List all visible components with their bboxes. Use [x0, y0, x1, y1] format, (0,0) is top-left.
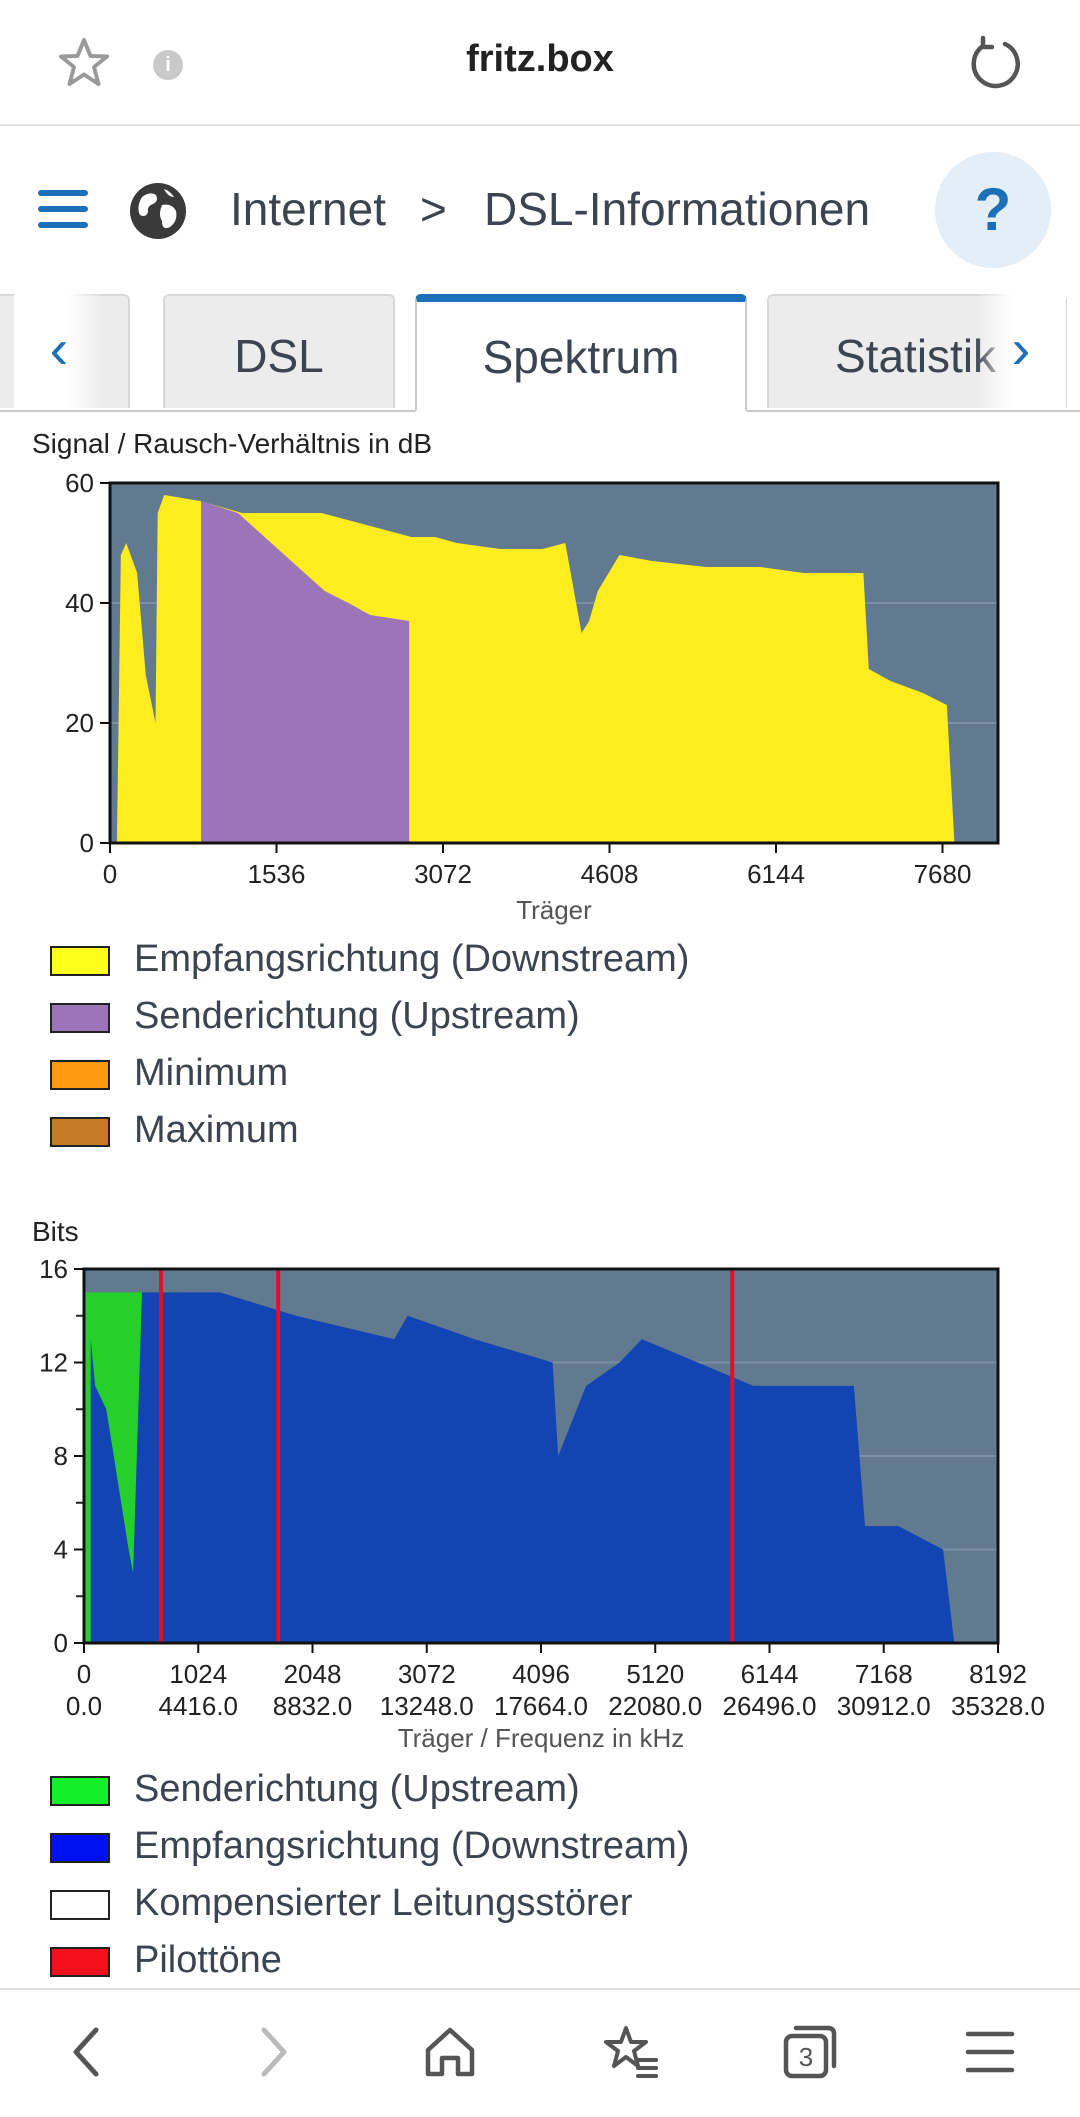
legend-swatch-maximum: [50, 1117, 110, 1147]
x-tick-label: 1536: [248, 859, 306, 889]
tabs-scroll-right-icon[interactable]: ›: [976, 290, 1066, 408]
x-tick-label: 4096: [512, 1659, 570, 1689]
legend-swatch-minimum: [50, 1060, 110, 1090]
reload-icon[interactable]: [965, 34, 1025, 94]
home-icon[interactable]: [418, 2020, 482, 2084]
x-tick-label-secondary: 26496.0: [723, 1691, 817, 1721]
x-tick-label: 7168: [855, 1659, 913, 1689]
x-tick-label-secondary: 17664.0: [494, 1691, 588, 1721]
breadcrumb-internet[interactable]: Internet: [230, 183, 386, 235]
x-tick-label-secondary: 30912.0: [837, 1691, 931, 1721]
x-tick-label: 3072: [398, 1659, 456, 1689]
y-tick-label: 0: [54, 1628, 68, 1658]
x-tick-label: 0: [103, 859, 117, 889]
legend-label: Empfangsrichtung (Downstream): [134, 938, 690, 980]
plot-frame: [108, 481, 1000, 845]
x-tick-label-secondary: 0.0: [66, 1691, 102, 1721]
legend-swatch-downstream: [50, 1833, 110, 1863]
tabs-icon[interactable]: 3: [778, 2020, 842, 2084]
x-tick-label-secondary: 13248.0: [380, 1691, 474, 1721]
legend-label: Senderichtung (Upstream): [134, 995, 580, 1037]
legend-label: Senderichtung (Upstream): [134, 1768, 580, 1810]
x-tick-label: 6144: [741, 1659, 799, 1689]
help-button[interactable]: ?: [935, 152, 1051, 268]
bookmarks-icon[interactable]: [598, 2020, 662, 2084]
legend-swatch-compensated: [50, 1890, 110, 1920]
bookmark-star-icon[interactable]: [54, 34, 114, 94]
x-tick-label: 8192: [969, 1659, 1027, 1689]
y-tick-label: 60: [65, 468, 94, 498]
legend-swatch-upstream: [50, 1776, 110, 1806]
tab-spektrum[interactable]: Spektrum: [415, 294, 747, 412]
tab-bar: K DSL Spektrum Statistik ‹ ›: [0, 290, 1080, 412]
x-tick-label: 0: [77, 1659, 91, 1689]
forward-icon[interactable]: [240, 2020, 304, 2084]
info-icon[interactable]: i: [153, 50, 183, 80]
x-tick-label-secondary: 35328.0: [951, 1691, 1045, 1721]
menu-icon[interactable]: [958, 2020, 1022, 2084]
breadcrumb-separator-icon: >: [420, 183, 447, 235]
y-tick-label: 40: [65, 588, 94, 618]
back-icon[interactable]: [56, 2020, 120, 2084]
area-series: [90, 1292, 955, 1643]
x-tick-label: 3072: [414, 859, 472, 889]
x-tick-label: 1024: [169, 1659, 227, 1689]
x-tick-label-secondary: 22080.0: [608, 1691, 702, 1721]
chart1-title: Signal / Rausch-Verhältnis in dB: [32, 428, 432, 459]
y-tick-label: 0: [80, 828, 94, 858]
y-tick-label: 4: [54, 1535, 68, 1565]
x-tick-label: 6144: [747, 859, 805, 889]
y-tick-label: 12: [39, 1348, 68, 1378]
tabs-scroll-left-icon[interactable]: ‹: [14, 290, 104, 408]
y-tick-label: 8: [54, 1441, 68, 1471]
browser-toolbar: i fritz.box: [0, 0, 1080, 126]
legend-label: Pilottöne: [134, 1939, 282, 1981]
url-bar[interactable]: fritz.box: [466, 38, 614, 80]
legend-swatch-pilot: [50, 1947, 110, 1977]
snr-chart: 0 20 40 60 0 1536 3072 4608 6144 7680 Träger: [65, 468, 1000, 925]
y-tick-label: 16: [39, 1254, 68, 1284]
legend-swatch-downstream: [50, 946, 110, 976]
x-tick-label: 7680: [914, 859, 972, 889]
bits-chart: 048121600.010244416.020488832.0307213248…: [39, 1254, 1045, 1753]
browser-bottom-bar: 3: [0, 1988, 1080, 2117]
hamburger-menu-icon[interactable]: [38, 190, 88, 230]
chart2-title: Bits: [32, 1216, 79, 1247]
x-axis-label: Träger / Frequenz in kHz: [398, 1723, 685, 1753]
tab-dsl[interactable]: DSL: [163, 294, 395, 408]
legend-label: Empfangsrichtung (Downstream): [134, 1825, 690, 1867]
x-tick-label: 2048: [284, 1659, 342, 1689]
y-tick-label: 20: [65, 708, 94, 738]
legend-label: Kompensierter Leitungsstörer: [134, 1882, 633, 1924]
legend-label: Minimum: [134, 1052, 289, 1094]
area-series: [201, 501, 410, 843]
x-axis-label: Träger: [516, 895, 592, 925]
tab-count: 3: [799, 2042, 813, 2072]
page-title: DSL-Informationen: [484, 183, 871, 235]
x-tick-label: 5120: [626, 1659, 684, 1689]
x-tick-label-secondary: 4416.0: [158, 1691, 238, 1721]
legend-label: Maximum: [134, 1109, 299, 1151]
x-tick-label: 4608: [581, 859, 639, 889]
x-tick-label-secondary: 8832.0: [273, 1691, 353, 1721]
globe-icon: [130, 183, 186, 239]
legend-swatch-upstream: [50, 1003, 110, 1033]
